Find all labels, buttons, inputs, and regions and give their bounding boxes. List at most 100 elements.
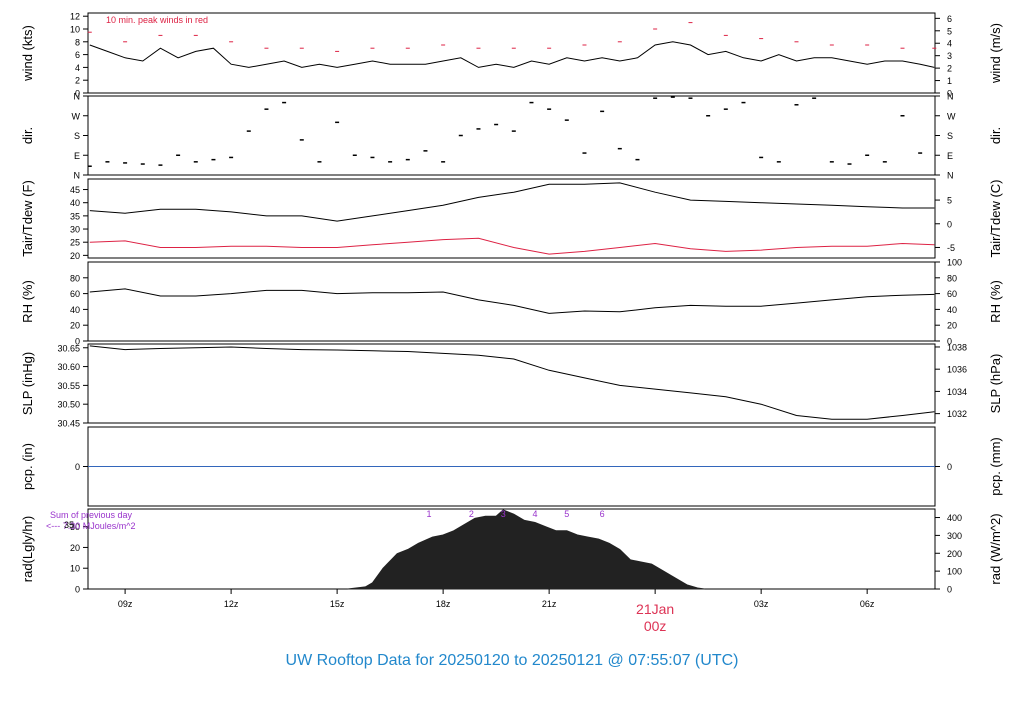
- left-tick-label-slp: 30.45: [57, 419, 80, 429]
- left-tick-label-rh: 20: [70, 321, 80, 331]
- x-tick-label: 21z: [542, 599, 557, 609]
- right-tick-label-slp: 1034: [947, 387, 967, 397]
- x-tick-label: 09z: [118, 599, 133, 609]
- right-tick-label-rad: 400: [947, 513, 962, 523]
- right-tick-label-pcp: 0: [947, 462, 952, 472]
- ylabel-left-temp: Tair/Tdew (F): [20, 180, 35, 257]
- right-tick-label-temp: 0: [947, 219, 952, 229]
- series-slp-0: [89, 345, 935, 420]
- panel-frame-slp: [87, 343, 936, 424]
- rad-annotation-line2: <--- 7.30 MJoules/m^2: [46, 521, 136, 531]
- rad-hour-mark: 1: [426, 509, 431, 519]
- right-tick-label-wind: 1: [947, 76, 952, 86]
- x-tick-label: 03z: [754, 599, 769, 609]
- left-tick-label-dir: N: [74, 171, 81, 181]
- right-tick-label-dir: E: [947, 151, 953, 161]
- ylabel-right-pcp: pcp. (mm): [988, 437, 1003, 496]
- left-tick-label-slp: 30.50: [57, 400, 80, 410]
- ylabel-right-rh: RH (%): [988, 280, 1003, 323]
- right-tick-label-rh: 60: [947, 289, 957, 299]
- right-tick-label-slp: 1038: [947, 342, 967, 352]
- right-tick-label-rad: 100: [947, 567, 962, 577]
- wind-annotation: 10 min. peak winds in red: [106, 15, 208, 25]
- left-tick-label-rh: 80: [70, 273, 80, 283]
- ylabel-left-rh: RH (%): [20, 280, 35, 323]
- ylabel-right-wind: wind (m/s): [988, 23, 1003, 84]
- series-temp-0: [89, 182, 935, 222]
- ylabel-left-pcp: pcp. (in): [20, 443, 35, 490]
- date-marker-line2: 00z: [644, 618, 667, 634]
- right-tick-label-temp: -5: [947, 243, 955, 253]
- left-tick-label-rad: 30: [70, 522, 80, 532]
- ylabel-right-temp: Tair/Tdew (C): [988, 179, 1003, 257]
- date-marker-line1: 21Jan: [636, 601, 674, 617]
- ylabel-left-slp: SLP (inHg): [20, 352, 35, 415]
- rad-hour-mark: 4: [532, 509, 537, 519]
- right-tick-label-rh: 40: [947, 305, 957, 315]
- left-tick-label-wind: 4: [75, 63, 80, 73]
- left-tick-label-temp: 30: [70, 225, 80, 235]
- left-tick-label-dir: S: [74, 131, 80, 141]
- right-tick-label-wind: 4: [947, 39, 952, 49]
- right-tick-label-wind: 6: [947, 14, 952, 24]
- right-tick-label-temp: 5: [947, 196, 952, 206]
- left-tick-label-temp: 40: [70, 198, 80, 208]
- left-tick-label-rad: 20: [70, 543, 80, 553]
- ylabel-left-dir: dir.: [20, 127, 35, 144]
- right-tick-label-wind: 5: [947, 26, 952, 36]
- panel-frame-temp: [87, 178, 936, 259]
- left-tick-label-pcp: 0: [75, 462, 80, 472]
- ylabel-right-dir: dir.: [988, 127, 1003, 144]
- ylabel-right-slp: SLP (hPa): [988, 354, 1003, 414]
- series-wind-0: [89, 41, 935, 68]
- right-tick-label-wind: 3: [947, 51, 952, 61]
- ylabel-left-rad: rad(Lgly/hr): [20, 516, 35, 582]
- right-tick-label-rad: 0: [947, 585, 952, 595]
- series-rh-0: [89, 288, 935, 314]
- right-tick-label-rad: 200: [947, 549, 962, 559]
- ylabel-right-rad: rad (W/m^2): [988, 513, 1003, 584]
- panel-frame-rh: [87, 261, 936, 342]
- left-tick-label-slp: 30.60: [57, 362, 80, 372]
- right-tick-label-rh: 100: [947, 258, 962, 268]
- right-tick-label-dir: S: [947, 131, 953, 141]
- x-tick-label: 15z: [330, 599, 345, 609]
- left-tick-label-temp: 20: [70, 251, 80, 261]
- right-tick-label-slp: 1036: [947, 365, 967, 375]
- right-tick-label-dir: N: [947, 92, 954, 102]
- panel-frame-dir: [87, 95, 936, 176]
- series-rad-0: [347, 509, 705, 590]
- left-tick-label-wind: 10: [70, 25, 80, 35]
- left-tick-label-rad: 10: [70, 564, 80, 574]
- left-tick-label-rad: 0: [75, 585, 80, 595]
- series-temp-1: [89, 237, 935, 255]
- right-tick-label-slp: 1032: [947, 409, 967, 419]
- x-tick-label: 12z: [224, 599, 239, 609]
- right-tick-label-rh: 0: [947, 337, 952, 347]
- right-tick-label-wind: 0: [947, 89, 952, 99]
- right-tick-label-dir: N: [947, 171, 954, 181]
- x-tick-label: 06z: [860, 599, 875, 609]
- left-tick-label-temp: 35: [70, 211, 80, 221]
- right-tick-label-dir: W: [947, 111, 956, 121]
- left-tick-label-wind: 12: [70, 12, 80, 22]
- right-tick-label-wind: 2: [947, 64, 952, 74]
- left-tick-label-slp: 30.65: [57, 343, 80, 353]
- rad-hour-mark: 6: [600, 509, 605, 519]
- panel-frame-wind: [87, 12, 936, 94]
- right-tick-label-rad: 300: [947, 531, 962, 541]
- chart-title: UW Rooftop Data for 20250120 to 20250121…: [286, 652, 739, 669]
- right-tick-label-rh: 20: [947, 321, 957, 331]
- left-tick-label-rh: 40: [70, 305, 80, 315]
- left-tick-label-rh: 60: [70, 289, 80, 299]
- left-tick-label-wind: 2: [75, 76, 80, 86]
- rad-hour-mark: 2: [469, 509, 474, 519]
- rad-annotation-line1: Sum of previous day: [50, 510, 133, 520]
- x-tick-label: 18z: [436, 599, 451, 609]
- rad-hour-mark: 5: [564, 509, 569, 519]
- left-tick-label-wind: 8: [75, 37, 80, 47]
- right-tick-label-rh: 80: [947, 273, 957, 283]
- left-tick-label-dir: W: [72, 111, 81, 121]
